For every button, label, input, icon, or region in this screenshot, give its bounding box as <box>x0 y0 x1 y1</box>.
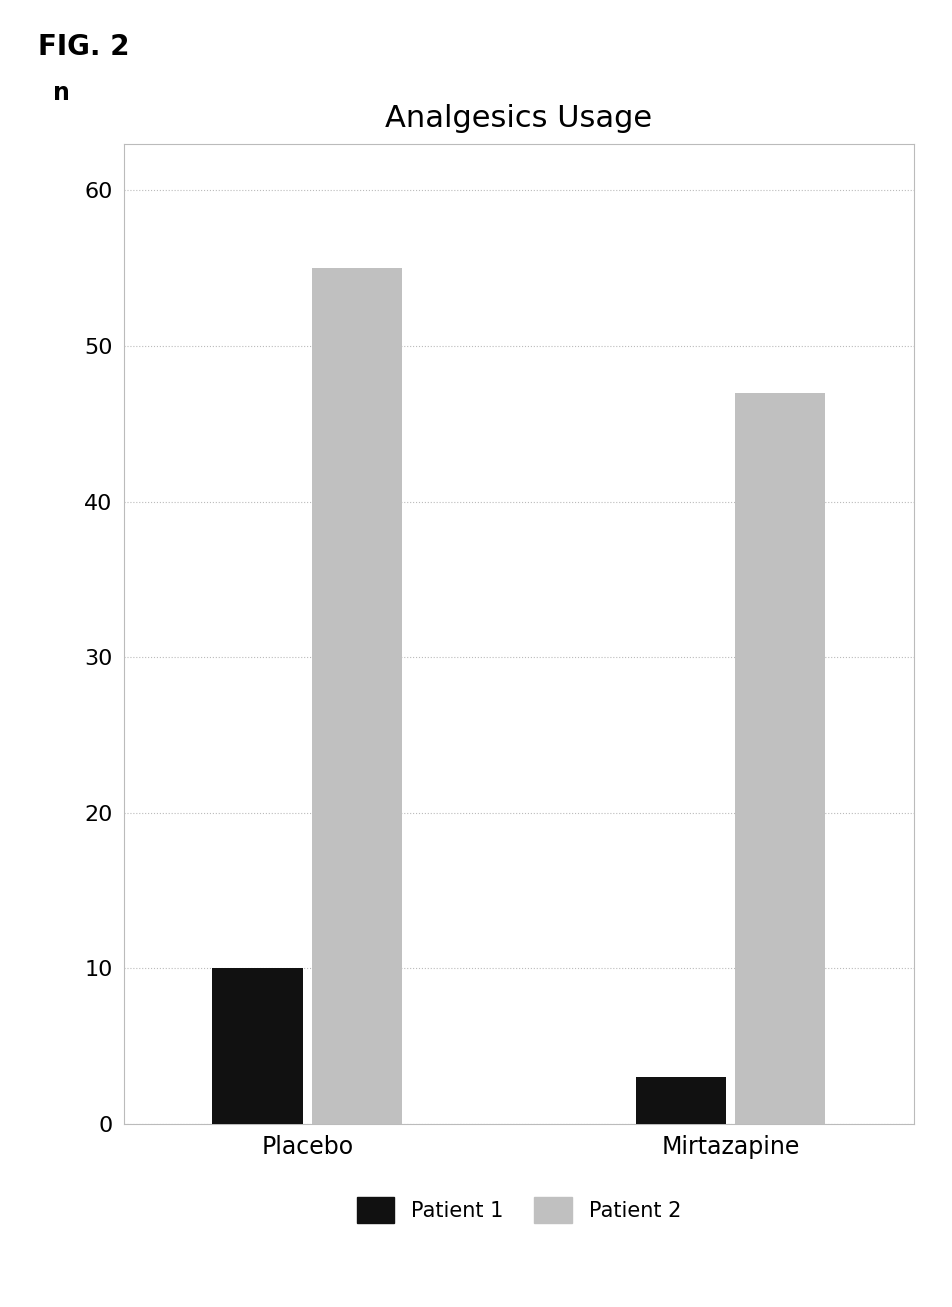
Text: FIG. 2: FIG. 2 <box>38 33 129 60</box>
Bar <box>636 1077 726 1124</box>
Bar <box>212 968 303 1124</box>
Legend: Patient 1, Patient 2: Patient 1, Patient 2 <box>348 1189 689 1231</box>
Bar <box>735 392 825 1124</box>
Title: Analgesics Usage: Analgesics Usage <box>386 105 652 133</box>
Bar <box>311 268 402 1124</box>
Text: n: n <box>52 81 69 105</box>
